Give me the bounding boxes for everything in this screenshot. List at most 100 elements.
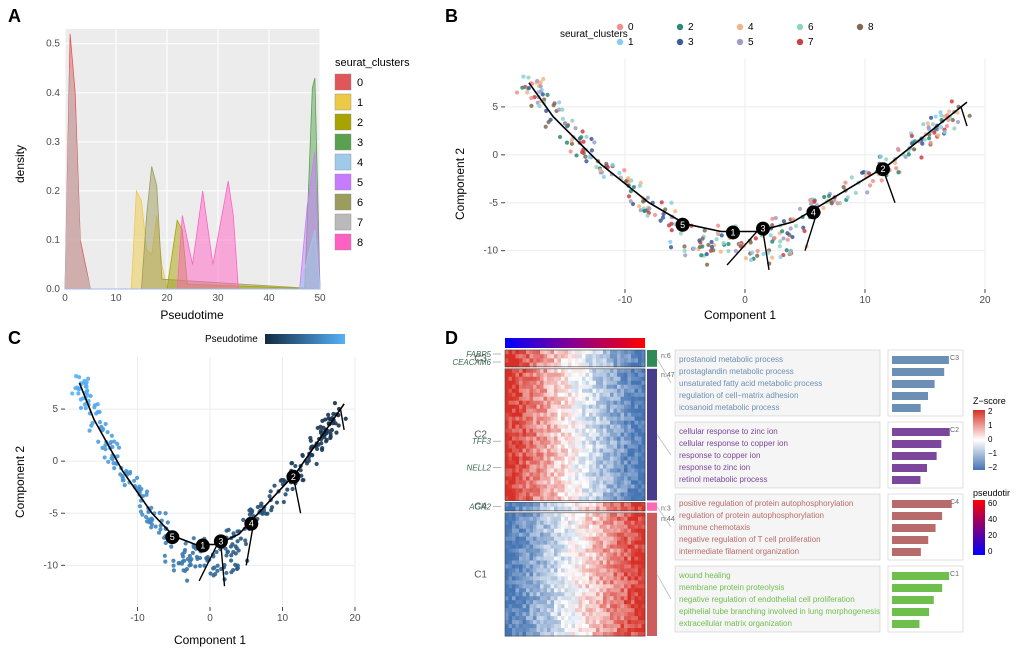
svg-text:3: 3 bbox=[688, 37, 694, 48]
svg-text:0: 0 bbox=[357, 77, 363, 89]
svg-text:pseudotime: pseudotime bbox=[973, 488, 1010, 498]
svg-text:prostaglandin metabolic proces: prostaglandin metabolic process bbox=[679, 367, 794, 376]
svg-text:Pseudotime: Pseudotime bbox=[205, 334, 258, 345]
svg-text:20: 20 bbox=[349, 613, 361, 624]
axis-label-x: Component 1 bbox=[704, 308, 776, 322]
svg-text:0: 0 bbox=[62, 293, 68, 304]
svg-text:1: 1 bbox=[730, 227, 735, 237]
svg-text:−1: −1 bbox=[988, 449, 998, 458]
legend-pseudotime: Pseudotime01020304050 bbox=[205, 332, 349, 345]
svg-text:n:3: n:3 bbox=[661, 505, 671, 512]
svg-text:Z−score: Z−score bbox=[973, 396, 1006, 406]
svg-text:immune chemotaxis: immune chemotaxis bbox=[679, 523, 750, 532]
svg-text:0.1: 0.1 bbox=[46, 235, 60, 246]
svg-text:0.0: 0.0 bbox=[46, 284, 60, 295]
svg-text:6: 6 bbox=[808, 22, 814, 33]
svg-text:regulation of protein autophos: regulation of protein autophosphorylatio… bbox=[679, 511, 824, 520]
svg-text:0: 0 bbox=[988, 435, 993, 444]
svg-text:−2: −2 bbox=[988, 463, 998, 472]
svg-text:negative regulation of endothe: negative regulation of endothelial cell … bbox=[679, 595, 855, 604]
svg-text:prostanoid metabolic process: prostanoid metabolic process bbox=[679, 355, 783, 364]
svg-text:0.2: 0.2 bbox=[46, 186, 60, 197]
svg-text:C2: C2 bbox=[950, 427, 959, 434]
svg-text:0: 0 bbox=[988, 547, 993, 556]
svg-text:4: 4 bbox=[811, 207, 816, 217]
svg-text:30: 30 bbox=[212, 293, 224, 304]
svg-text:5: 5 bbox=[680, 220, 685, 230]
svg-text:-10: -10 bbox=[44, 560, 59, 571]
svg-text:20: 20 bbox=[161, 293, 173, 304]
svg-text:seurat_clusters: seurat_clusters bbox=[560, 29, 628, 40]
svg-text:60: 60 bbox=[988, 499, 997, 508]
svg-text:epithelial tube branching invo: epithelial tube branching involved in lu… bbox=[679, 607, 880, 616]
svg-text:n:6: n:6 bbox=[661, 353, 671, 360]
svg-text:3: 3 bbox=[357, 137, 363, 149]
svg-text:response to copper ion: response to copper ion bbox=[679, 451, 760, 460]
svg-text:10: 10 bbox=[110, 293, 122, 304]
trajectory-pseudotime-plot: 51342 -1001020-10-505 Component 2 Compon… bbox=[10, 332, 430, 652]
svg-text:response to zinc ion: response to zinc ion bbox=[679, 463, 750, 472]
svg-text:-10: -10 bbox=[618, 295, 633, 306]
svg-text:2: 2 bbox=[291, 472, 296, 482]
svg-text:8: 8 bbox=[868, 22, 874, 33]
svg-text:regulation of cell−matrix adhe: regulation of cell−matrix adhesion bbox=[679, 391, 798, 400]
svg-text:1: 1 bbox=[988, 421, 993, 430]
svg-text:-10: -10 bbox=[484, 246, 499, 257]
heatmap-pathways: n:6C3n:47C2n:3C4n:44C1FABP5CEACAM6TFF3NE… bbox=[450, 332, 1010, 652]
svg-text:CEACAM6: CEACAM6 bbox=[452, 358, 491, 367]
svg-text:10: 10 bbox=[277, 613, 289, 624]
svg-text:7: 7 bbox=[808, 37, 814, 48]
svg-text:5: 5 bbox=[52, 404, 58, 415]
svg-text:5: 5 bbox=[492, 102, 498, 113]
svg-text:20: 20 bbox=[988, 531, 997, 540]
axis-label-x: Component 1 bbox=[174, 633, 246, 647]
svg-text:extracellular matrix organizat: extracellular matrix organization bbox=[679, 619, 792, 628]
svg-text:3: 3 bbox=[218, 536, 223, 546]
svg-text:6: 6 bbox=[357, 197, 363, 209]
svg-text:TFF3: TFF3 bbox=[472, 437, 492, 446]
svg-text:3: 3 bbox=[760, 224, 765, 234]
density-plot: 010203040500.00.10.20.30.40.5 density Ps… bbox=[10, 14, 430, 324]
svg-text:seurat_clusters: seurat_clusters bbox=[335, 57, 410, 69]
svg-text:retinol metabolic process: retinol metabolic process bbox=[679, 475, 767, 484]
svg-text:4: 4 bbox=[249, 519, 254, 529]
svg-text:0.5: 0.5 bbox=[46, 39, 60, 50]
svg-text:0: 0 bbox=[628, 22, 634, 33]
svg-text:2: 2 bbox=[988, 407, 993, 416]
svg-text:positive regulation of protein: positive regulation of protein autophosp… bbox=[679, 499, 853, 508]
svg-text:1: 1 bbox=[200, 541, 205, 551]
svg-text:7: 7 bbox=[357, 217, 363, 229]
svg-text:C1: C1 bbox=[474, 569, 487, 580]
svg-text:2: 2 bbox=[688, 22, 694, 33]
svg-text:0: 0 bbox=[207, 613, 213, 624]
axis-label-y: density bbox=[13, 145, 27, 183]
svg-text:-5: -5 bbox=[489, 198, 498, 209]
svg-text:2: 2 bbox=[357, 117, 363, 129]
legend-clusters: seurat_clusters 012345678 bbox=[335, 57, 410, 250]
svg-text:AGR2: AGR2 bbox=[468, 503, 491, 512]
svg-text:0.4: 0.4 bbox=[46, 88, 60, 99]
svg-text:2: 2 bbox=[880, 164, 885, 174]
svg-text:0: 0 bbox=[742, 295, 748, 306]
svg-text:1: 1 bbox=[628, 37, 634, 48]
trajectory-cluster-plot: seurat_clusters012345678 51342 -1001020-… bbox=[450, 14, 1010, 324]
svg-text:10: 10 bbox=[859, 295, 871, 306]
svg-text:4: 4 bbox=[748, 22, 754, 33]
svg-text:0.3: 0.3 bbox=[46, 137, 60, 148]
svg-text:0: 0 bbox=[492, 150, 498, 161]
svg-text:membrane protein proteolysis: membrane protein proteolysis bbox=[679, 583, 784, 592]
axis-label-y: Component 2 bbox=[13, 446, 27, 518]
svg-text:40: 40 bbox=[263, 293, 275, 304]
svg-text:5: 5 bbox=[748, 37, 754, 48]
svg-text:cellular response to zinc ion: cellular response to zinc ion bbox=[679, 427, 778, 436]
legend-clusters-b: seurat_clusters0 1 2 3 4 5 6 7 8 bbox=[560, 22, 874, 48]
svg-text:negative regulation of T cell: negative regulation of T cell proliferat… bbox=[679, 535, 821, 544]
svg-text:-10: -10 bbox=[130, 613, 145, 624]
axis-label-y: Component 2 bbox=[453, 148, 467, 220]
svg-text:4: 4 bbox=[357, 157, 363, 169]
axis-label-x: Pseudotime bbox=[160, 308, 224, 322]
svg-text:C1: C1 bbox=[950, 571, 959, 578]
svg-text:40: 40 bbox=[988, 515, 997, 524]
svg-text:5: 5 bbox=[170, 532, 175, 542]
svg-text:0: 0 bbox=[52, 456, 58, 467]
